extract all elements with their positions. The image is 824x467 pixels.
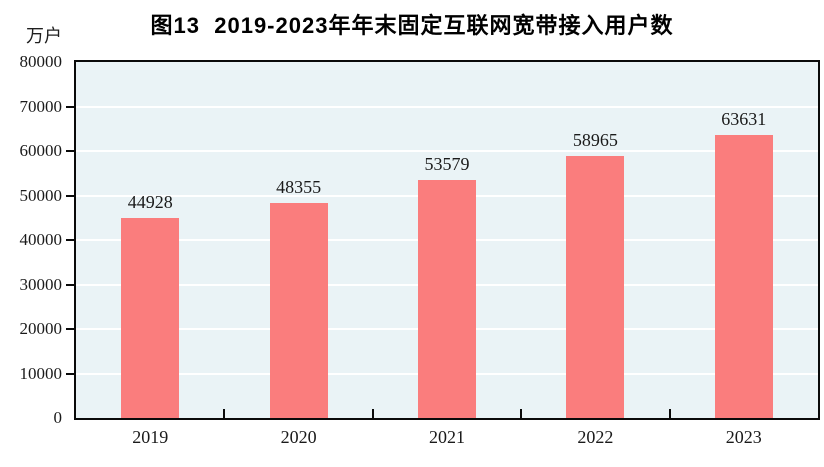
bar [418,179,476,418]
chart-title: 图13 2019-2023年年末固定互联网宽带接入用户数 [150,13,674,38]
bar-value-label: 44928 [127,192,173,213]
bar-value-label: 48355 [276,176,322,197]
y-axis-tick-label: 60000 [19,141,63,160]
y-axis-tick-label: 40000 [19,230,63,249]
x-axis-tick-label: 2021 [429,427,465,447]
y-axis-tick-label: 50000 [19,185,63,205]
y-axis-tick-label: 10000 [19,363,63,383]
bar-value-label: 58965 [572,129,618,150]
bar [566,155,625,418]
x-axis-tick-label: 2022 [577,427,614,447]
x-axis-tick [668,409,671,418]
y-axis-tick [66,105,74,108]
bar-value-label: 63631 [721,108,767,129]
bar [269,202,328,418]
y-axis-unit-label: 万户 [26,26,62,46]
x-axis-tick-label: 2019 [132,427,169,447]
y-axis-tick-label: 20000 [19,319,63,338]
plot-area: 44928 48355 53579 58965 63631 [74,60,820,420]
bar [121,218,180,418]
y-axis-tick-label: 70000 [19,96,63,116]
bar [714,134,773,418]
x-axis-tick [371,409,374,418]
x-axis-tick [223,409,226,418]
gridline [76,105,818,108]
x-axis-tick-label: 2023 [725,427,762,447]
y-axis-tick [66,150,74,152]
y-axis-tick-label: 30000 [19,274,63,294]
y-axis-tick [66,194,74,197]
x-axis-tick [520,409,523,418]
bar-value-label: 53579 [424,153,470,174]
gridline [76,150,818,152]
y-axis-tick [66,372,74,375]
y-axis-tick [66,328,74,330]
x-axis-tick-label: 2020 [280,427,317,447]
y-axis-tick-label: 0 [53,408,63,427]
y-axis-tick [66,239,74,241]
y-axis-tick-label: 80000 [19,52,63,71]
y-axis-tick [66,283,74,286]
